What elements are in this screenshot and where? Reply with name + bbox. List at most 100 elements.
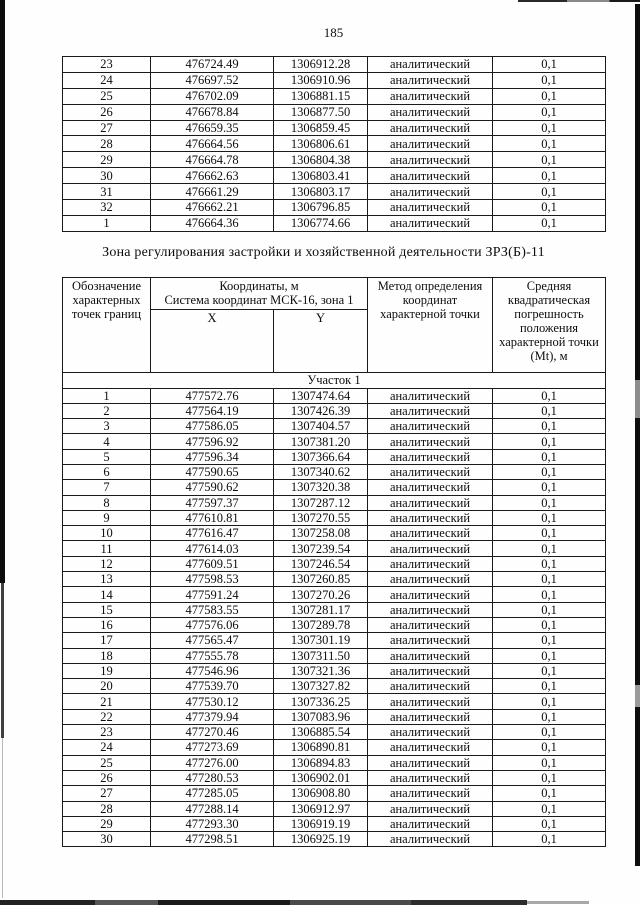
method-cell: аналитический xyxy=(367,800,493,817)
table-row: 27 477285.05 1306908.80 аналитический 0,… xyxy=(62,785,606,802)
point-number-cell: 23 xyxy=(62,56,151,73)
y-coordinate-cell: 1307270.55 xyxy=(273,509,368,527)
mt-error-cell: 0,1 xyxy=(492,800,606,817)
mt-error-cell: 0,1 xyxy=(492,479,606,496)
method-cell: аналитический xyxy=(367,769,493,787)
y-coordinate-cell: 1307321.36 xyxy=(273,662,368,680)
table-row: 17 477565.47 1307301.19 аналитический 0,… xyxy=(62,632,606,649)
table-row: 7 477590.62 1307320.38 аналитический 0,1 xyxy=(62,479,606,496)
coordinates-table-continuation: 23 476724.49 1306912.28 аналитический 0,… xyxy=(62,56,606,232)
y-coordinate-cell: 1307320.38 xyxy=(273,479,368,496)
point-number-cell: 27 xyxy=(62,119,151,137)
mt-error-cell: 0,1 xyxy=(492,56,606,73)
scan-artifact-right-gap xyxy=(635,685,640,707)
table-row: 15 477583.55 1307281.17 аналитический 0,… xyxy=(62,601,606,618)
coordinates-subtitle: Система координат МСК-16, зона 1 xyxy=(164,293,354,307)
mt-error-cell: 0,1 xyxy=(492,494,606,511)
method-cell: аналитический xyxy=(367,71,493,89)
header-coordinates: Координаты, м Система координат МСК-16, … xyxy=(150,277,368,310)
mt-error-cell: 0,1 xyxy=(492,754,606,771)
table-row: 25 477276.00 1306894.83 аналитический 0,… xyxy=(62,754,606,771)
point-number-cell: 14 xyxy=(62,586,151,603)
scan-artifact-right-bar xyxy=(635,4,640,866)
method-cell: аналитический xyxy=(367,724,493,741)
method-cell: аналитический xyxy=(367,571,493,588)
mt-error-cell: 0,1 xyxy=(492,87,606,105)
x-coordinate-cell: 477598.53 xyxy=(150,571,274,588)
table-row: 16 477576.06 1307289.78 аналитический 0,… xyxy=(62,616,606,634)
point-number-cell: 23 xyxy=(62,724,151,741)
method-cell: аналитический xyxy=(367,678,493,695)
table-row: 2 477564.19 1307426.39 аналитический 0,1 xyxy=(62,402,606,420)
point-number-cell: 4 xyxy=(62,433,151,450)
x-coordinate-cell: 477276.00 xyxy=(150,754,274,771)
x-coordinate-cell: 477572.76 xyxy=(150,387,274,404)
table-row: 10 477616.47 1307258.08 аналитический 0,… xyxy=(62,525,606,542)
mt-error-cell: 0,1 xyxy=(492,525,606,542)
point-number-cell: 30 xyxy=(62,831,151,848)
method-cell: аналитический xyxy=(367,785,493,802)
point-number-cell: 26 xyxy=(62,769,151,787)
point-number-cell: 25 xyxy=(62,87,151,105)
point-number-cell: 24 xyxy=(62,739,151,756)
page-number: 185 xyxy=(323,25,344,40)
point-number-cell: 15 xyxy=(62,601,151,618)
y-coordinate-cell: 1306919.19 xyxy=(273,815,368,833)
table-header-row: Обозначение характерных точек границ Коо… xyxy=(62,277,606,373)
y-coordinate-cell: 1307311.50 xyxy=(273,647,368,664)
y-coordinate-cell: 1307404.57 xyxy=(273,418,368,435)
x-coordinate-cell: 476724.49 xyxy=(150,56,274,73)
table-row: 3 477586.05 1307404.57 аналитический 0,1 xyxy=(62,418,606,435)
point-number-cell: 20 xyxy=(62,678,151,695)
method-cell: аналитический xyxy=(367,509,493,527)
y-coordinate-cell: 1307246.54 xyxy=(273,555,368,573)
x-coordinate-cell: 477586.05 xyxy=(150,418,274,435)
header-y-column: Y xyxy=(273,309,368,373)
scan-artifact-bottom-band-light xyxy=(527,901,589,904)
x-coordinate-cell: 477285.05 xyxy=(150,785,274,802)
table-row: 19 477546.96 1307321.36 аналитический 0,… xyxy=(62,662,606,680)
table-row: 21 477530.12 1307336.25 аналитический 0,… xyxy=(62,693,606,710)
method-cell: аналитический xyxy=(367,56,493,73)
table-row: 25 476702.09 1306881.15 аналитический 0,… xyxy=(62,87,606,105)
mt-error-cell: 0,1 xyxy=(492,448,606,465)
method-cell: аналитический xyxy=(367,555,493,573)
point-number-cell: 11 xyxy=(62,540,151,557)
y-coordinate-cell: 1306774.66 xyxy=(273,214,368,232)
x-coordinate-cell: 476664.36 xyxy=(150,214,274,232)
point-number-cell: 1 xyxy=(62,214,151,232)
mt-error-cell: 0,1 xyxy=(492,167,606,185)
point-number-cell: 8 xyxy=(62,494,151,511)
y-coordinate-cell: 1306925.19 xyxy=(273,831,368,848)
table-row: 28 476664.56 1306806.61 аналитический 0,… xyxy=(62,135,606,153)
x-coordinate-cell: 477591.24 xyxy=(150,586,274,603)
header-x-column: X xyxy=(150,309,274,373)
y-coordinate-cell: 1307474.64 xyxy=(273,387,368,404)
point-number-cell: 24 xyxy=(62,71,151,89)
x-coordinate-cell: 477596.34 xyxy=(150,448,274,465)
mt-error-cell: 0,1 xyxy=(492,555,606,573)
y-coordinate-cell: 1307426.39 xyxy=(273,402,368,420)
method-cell: аналитический xyxy=(367,616,493,634)
mt-error-cell: 0,1 xyxy=(492,433,606,450)
method-cell: аналитический xyxy=(367,214,493,232)
x-coordinate-cell: 477546.96 xyxy=(150,662,274,680)
scan-artifact-top-line xyxy=(518,0,640,2)
x-coordinate-cell: 477565.47 xyxy=(150,632,274,649)
method-cell: аналитический xyxy=(367,708,493,726)
y-coordinate-cell: 1306912.28 xyxy=(273,56,368,73)
mt-error-cell: 0,1 xyxy=(492,463,606,481)
method-cell: аналитический xyxy=(367,167,493,185)
mt-error-cell: 0,1 xyxy=(492,509,606,527)
point-number-cell: 28 xyxy=(62,800,151,817)
subsection-label: Участок 1 xyxy=(62,372,606,389)
method-cell: аналитический xyxy=(367,463,493,481)
y-coordinate-cell: 1306796.85 xyxy=(273,199,368,216)
coordinates-title: Координаты, м xyxy=(219,279,299,293)
mt-error-cell: 0,1 xyxy=(492,135,606,153)
point-number-cell: 31 xyxy=(62,183,151,201)
method-cell: аналитический xyxy=(367,199,493,216)
y-coordinate-cell: 1307239.54 xyxy=(273,540,368,557)
y-coordinate-cell: 1306806.61 xyxy=(273,135,368,153)
